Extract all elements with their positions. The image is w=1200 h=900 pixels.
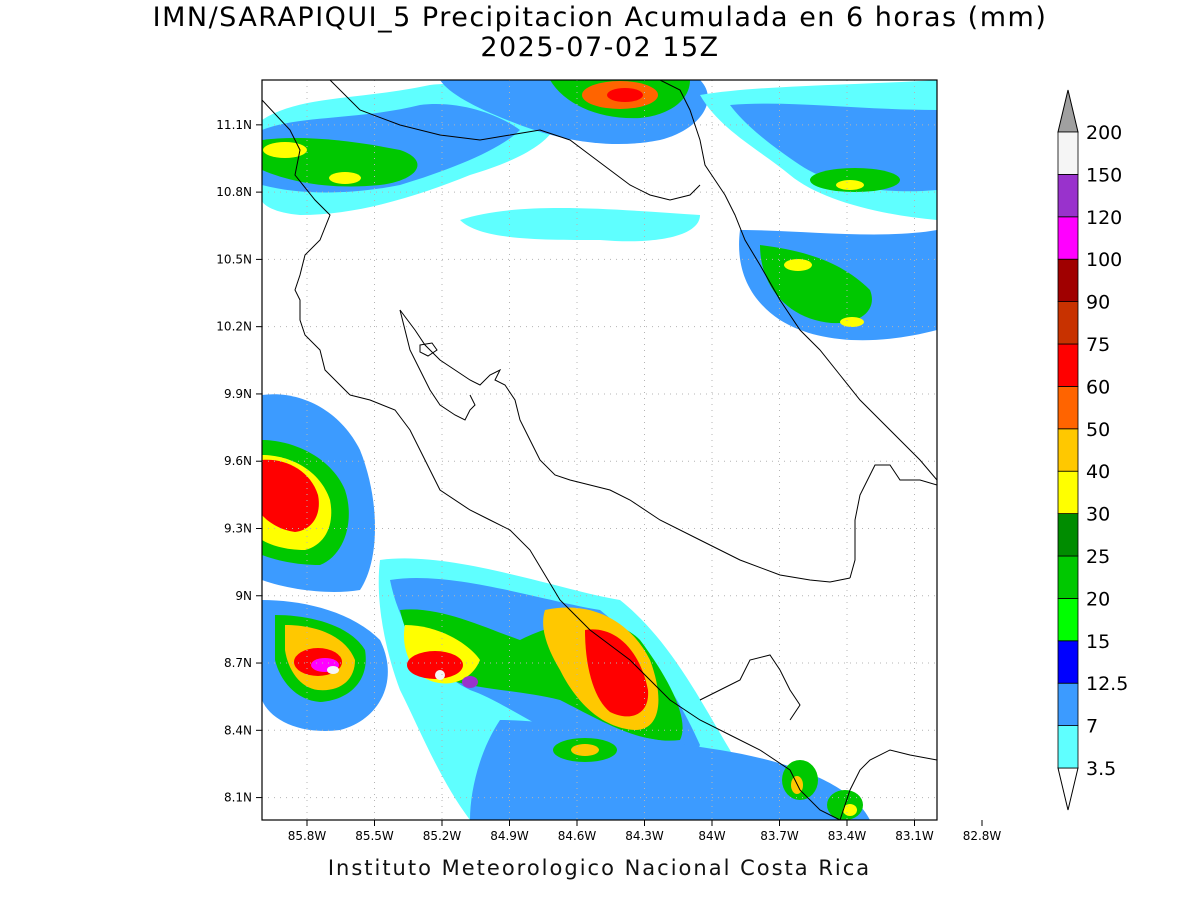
y-tick-label: 10.5N xyxy=(216,252,252,266)
map-title: IMN/SARAPIQUI_5 Precipitacion Acumulada … xyxy=(152,2,1048,33)
precip-area-ne-coast xyxy=(460,208,700,242)
colorbar-swatch xyxy=(1057,301,1079,345)
border-nicaragua xyxy=(329,80,701,201)
precip-area-ne-blue xyxy=(730,103,937,192)
coastline-nicoya-inner xyxy=(399,309,476,421)
colorbar-swatch xyxy=(1057,725,1079,769)
x-tick-label: 82.8W xyxy=(963,829,1002,843)
precip-fields xyxy=(262,80,937,820)
colorbar-swatch xyxy=(1057,598,1079,642)
precip-cell-ne-yellow xyxy=(836,180,864,190)
colorbar-swatch xyxy=(1057,428,1079,472)
colorbar-label: 12.5 xyxy=(1086,673,1128,695)
x-axis: 85.8W 85.5W 85.2W 84.9W 84.6W 84.3W 84W 83.7W 83… xyxy=(288,820,1002,843)
precip-area-s2-red xyxy=(585,629,649,717)
colorbar-label: 30 xyxy=(1086,504,1110,526)
colorbar-over-triangle xyxy=(1057,89,1079,133)
x-tick-label: 84W xyxy=(698,829,725,843)
coastline-burica xyxy=(839,749,937,820)
precip-cell-n-red xyxy=(607,88,643,102)
x-tick-label: 85.5W xyxy=(355,829,394,843)
colorbar-label: 150 xyxy=(1086,164,1122,186)
precip-cell-s1-white xyxy=(327,666,339,674)
colorbar-label: 90 xyxy=(1086,292,1110,314)
y-axis: 11.1N 10.8N 10.5N 10.2N 9.9N 9.6N 9.3N 9N 8.7N 8.… xyxy=(216,118,262,805)
y-tick-label: 8.4N xyxy=(224,723,252,737)
x-tick-label: 83.7W xyxy=(760,829,799,843)
y-tick-label: 8.1N xyxy=(224,791,252,805)
coastlines xyxy=(262,80,937,820)
island-chira xyxy=(419,342,438,357)
coastline-osa-peninsula xyxy=(699,654,801,721)
y-tick-label: 11.1N xyxy=(216,118,252,132)
map-area xyxy=(262,80,937,820)
precip-cell-s2-white xyxy=(435,670,445,680)
x-tick-label: 85.8W xyxy=(288,829,327,843)
precip-cell-ne-green xyxy=(810,168,900,192)
colorbar-label: 25 xyxy=(1086,546,1110,568)
precip-cell-nw-yellow2 xyxy=(329,172,361,184)
colorbar-under-triangle xyxy=(1057,767,1079,811)
colorbar-swatch xyxy=(1057,640,1079,684)
x-tick-label: 83.1W xyxy=(895,829,934,843)
x-tick-label: 84.3W xyxy=(625,829,664,843)
colorbar-swatch xyxy=(1057,682,1079,727)
colorbar-swatch xyxy=(1057,173,1079,218)
colorbar-label: 7 xyxy=(1086,716,1098,738)
colorbar-swatch xyxy=(1057,385,1079,430)
colorbar-label: 75 xyxy=(1086,334,1110,356)
coastline-nicoya-peninsula xyxy=(349,394,841,820)
x-tick-label: 84.9W xyxy=(490,829,529,843)
map-datetime: 2025-07-02 15Z xyxy=(480,32,720,63)
y-tick-label: 9.3N xyxy=(224,521,252,535)
colorbar-label: 50 xyxy=(1086,419,1110,441)
x-tick-label: 84.6W xyxy=(558,829,597,843)
colorbar-label: 40 xyxy=(1086,461,1110,483)
colorbar-label: 20 xyxy=(1086,588,1110,610)
footer-credit: Instituto Meteorologico Nacional Costa R… xyxy=(327,856,872,880)
colorbar-label: 15 xyxy=(1086,631,1110,653)
colorbar-swatch xyxy=(1057,513,1079,557)
y-tick-label: 9.9N xyxy=(224,387,252,401)
coastline-gulf-nicoya xyxy=(399,309,851,583)
colorbar-label: 60 xyxy=(1086,376,1110,398)
colorbar-swatch xyxy=(1057,470,1079,515)
colorbar-swatch xyxy=(1057,216,1079,260)
precip-cell-e-yellow2 xyxy=(840,317,864,327)
x-tick-label: 83.4W xyxy=(828,829,867,843)
precip-cell-s2-red xyxy=(407,651,463,679)
colorbar-label: 100 xyxy=(1086,249,1122,271)
precip-area-sw-red xyxy=(262,459,319,532)
colorbar-swatch xyxy=(1057,343,1079,387)
y-tick-label: 9.6N xyxy=(224,454,252,468)
coastline-panama-border xyxy=(849,464,937,579)
precip-cell-e-yellow xyxy=(784,259,812,271)
colorbar-swatch xyxy=(1057,131,1079,175)
precip-cell-nw-yellow xyxy=(263,142,307,158)
colorbar-label: 3.5 xyxy=(1086,758,1116,780)
y-tick-label: 10.8N xyxy=(216,185,252,199)
y-tick-label: 9N xyxy=(235,589,252,603)
colorbar-label: 200 xyxy=(1086,122,1122,144)
y-tick-label: 10.2N xyxy=(216,320,252,334)
x-tick-label: 85.2W xyxy=(423,829,462,843)
coastline-caribbean xyxy=(659,80,937,481)
coastline-nicaragua-pacific xyxy=(262,99,351,396)
colorbar-swatch xyxy=(1057,258,1079,303)
colorbar-swatch xyxy=(1057,555,1079,599)
precip-cell-s2-magenta xyxy=(462,676,478,688)
precip-cell-s3-yellow xyxy=(571,744,599,756)
y-tick-label: 8.7N xyxy=(224,656,252,670)
colorbar: 3.5 7 12.5 15 20 25 30 40 50 60 75 90 100 120 150 200 xyxy=(1057,89,1128,811)
colorbar-label: 120 xyxy=(1086,207,1122,229)
map-frame xyxy=(261,79,938,821)
